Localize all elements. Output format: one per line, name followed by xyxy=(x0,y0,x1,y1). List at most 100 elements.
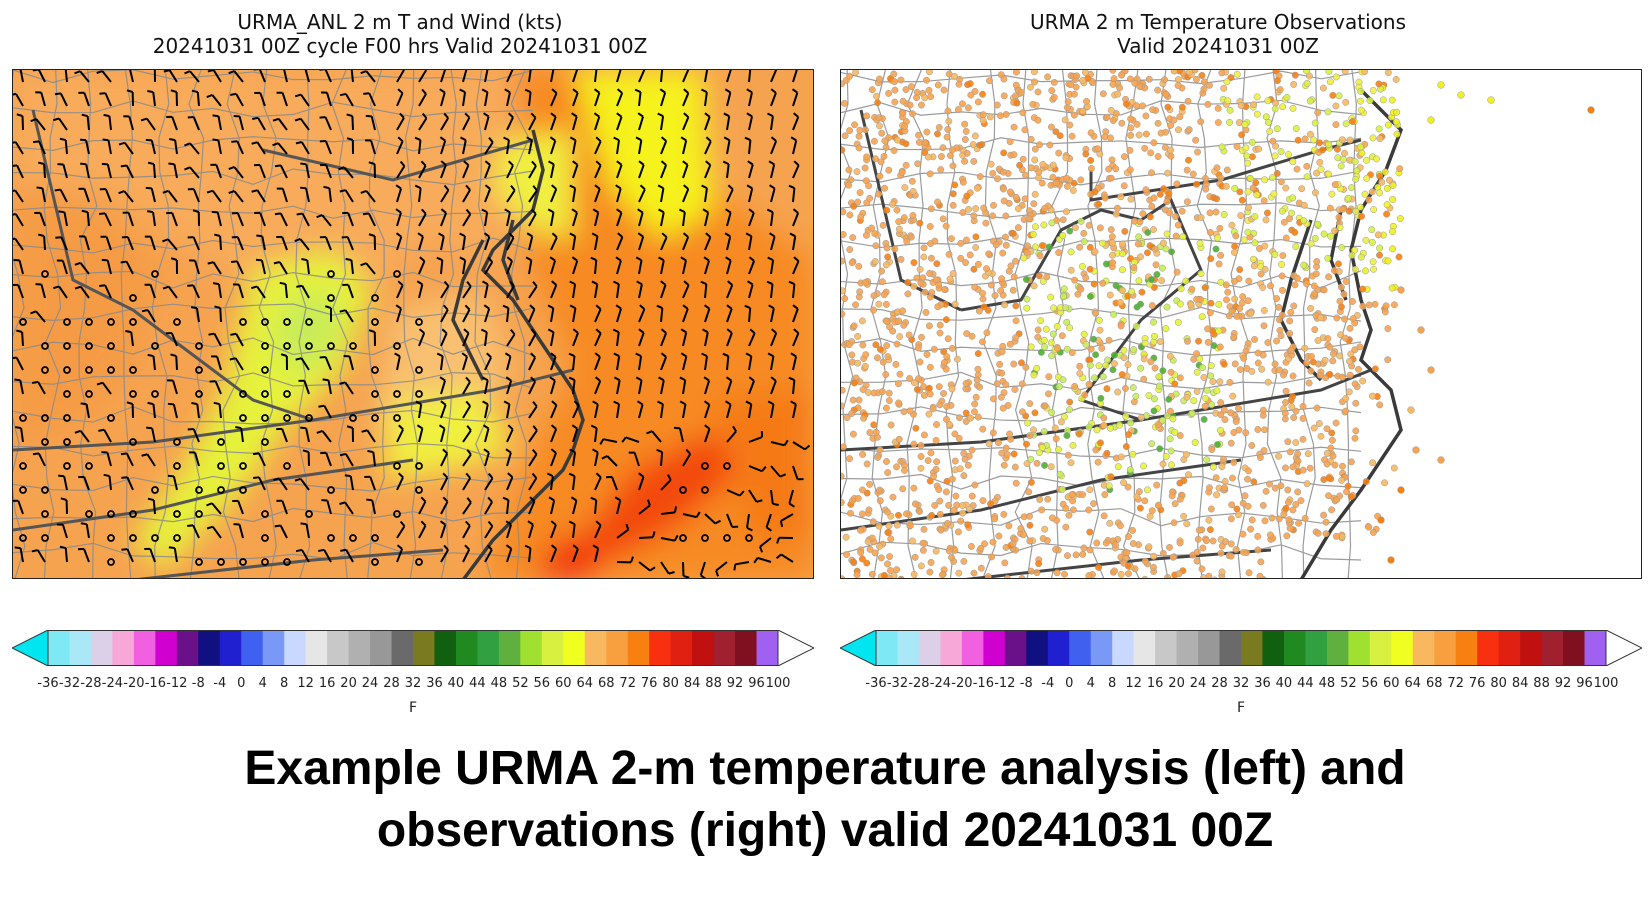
colorbar-swatch xyxy=(133,630,156,666)
state-boundaries xyxy=(13,109,574,578)
colorbar-tick-label: -32 xyxy=(58,676,81,691)
colorbar-tick-label: 56 xyxy=(1361,676,1379,691)
colorbar-tick-label: 16 xyxy=(1146,676,1164,691)
colorbar-tick-label: 96 xyxy=(1576,676,1593,691)
colorbar-tick-label: 60 xyxy=(555,676,572,691)
wind-barbs xyxy=(13,70,811,578)
colorbar-tick-label: -28 xyxy=(908,676,930,691)
colorbar-swatch xyxy=(1241,630,1263,666)
colorbar-tick-label: 28 xyxy=(383,676,400,691)
colorbar-tick-label: -36 xyxy=(37,676,59,691)
colorbar-tick-label: 88 xyxy=(705,676,722,691)
colorbar-tick-label: 72 xyxy=(1447,676,1464,691)
observations-colorbar xyxy=(838,629,1644,667)
colorbar-tick-label: 76 xyxy=(1468,676,1486,691)
colorbar-tick-label: 16 xyxy=(318,676,336,691)
colorbar-swatch xyxy=(961,630,984,666)
colorbar-tick-label: 80 xyxy=(1490,676,1507,691)
colorbar-tick-label: 80 xyxy=(662,676,679,691)
colorbar-swatch xyxy=(1283,630,1306,666)
colorbar-tick-label: 32 xyxy=(404,676,422,691)
colorbar-tick-label: 20 xyxy=(1168,676,1185,691)
colorbar-swatch xyxy=(1520,630,1543,666)
right-title-line2: Valid 20241031 00Z xyxy=(1117,34,1319,58)
colorbar-swatch xyxy=(940,630,963,666)
colorbar-swatch xyxy=(48,630,70,666)
colorbar-tick-label: 8 xyxy=(1108,676,1117,691)
left-title-line1: URMA_ANL 2 m T and Wind (kts) xyxy=(237,10,563,34)
colorbar-tick-label: 40 xyxy=(1275,676,1293,691)
colorbar-tick-label: 56 xyxy=(533,676,551,691)
colorbar-swatch xyxy=(1305,630,1328,666)
colorbar-tick-label: 32 xyxy=(1232,676,1250,691)
colorbar-swatch xyxy=(541,630,564,666)
colorbar-tick-label: 92 xyxy=(726,676,744,691)
colorbar-tick-label: 4 xyxy=(1086,676,1095,691)
colorbar-swatch xyxy=(241,630,264,666)
colorbar-tick-label: -36 xyxy=(865,676,887,691)
right-panel-title: URMA 2 m Temperature Observations Valid … xyxy=(838,10,1598,58)
colorbar-swatch xyxy=(284,630,307,666)
colorbar-tick-label: -24 xyxy=(101,676,124,691)
colorbar-swatch xyxy=(112,630,135,666)
colorbar-swatch xyxy=(69,630,92,666)
colorbar-tick-label: 24 xyxy=(361,676,379,691)
county-boundaries xyxy=(13,70,534,578)
colorbar-tick-label: 64 xyxy=(1404,676,1422,691)
colorbar-swatch xyxy=(735,630,758,666)
colorbar-swatch xyxy=(1219,630,1242,666)
colorbar-over-arrow xyxy=(1605,629,1644,667)
left-title-line2: 20241031 00Z cycle F00 hrs Valid 2024103… xyxy=(152,34,648,58)
colorbar-swatch xyxy=(1584,630,1607,666)
colorbar-tick-label: 64 xyxy=(576,676,594,691)
colorbar-swatch xyxy=(90,630,113,666)
colorbar-swatch xyxy=(1369,630,1392,666)
colorbar-tick-label: 44 xyxy=(1297,676,1314,691)
colorbar-swatch xyxy=(876,630,898,666)
colorbar-tick-label: 40 xyxy=(447,676,465,691)
colorbar-tick-label: 48 xyxy=(1318,676,1336,691)
colorbar-swatch xyxy=(627,630,650,666)
colorbar-tick-label: 36 xyxy=(426,676,443,691)
colorbar-swatch xyxy=(1047,630,1070,666)
colorbar-swatch xyxy=(1090,630,1113,666)
analysis-map-canvas xyxy=(13,70,813,578)
colorbar-tick-label: 92 xyxy=(1554,676,1572,691)
colorbar-tick-label: 52 xyxy=(1340,676,1357,691)
colorbar-swatch xyxy=(477,630,500,666)
colorbar-swatch xyxy=(1069,630,1092,666)
observations-map xyxy=(840,69,1642,579)
colorbar-swatch xyxy=(434,630,457,666)
colorbar-swatch xyxy=(219,630,242,666)
colorbar-tick-label: 100 xyxy=(765,676,791,691)
colorbar-swatch xyxy=(391,630,414,666)
colorbar-tick-label: 96 xyxy=(748,676,765,691)
colorbar-swatch xyxy=(756,630,779,666)
colorbar-under-arrow xyxy=(10,629,49,667)
colorbar-tick-label: -20 xyxy=(123,676,145,691)
colorbar-swatch xyxy=(606,630,629,666)
colorbar-swatch xyxy=(1563,630,1586,666)
colorbar-tick-label: -16 xyxy=(972,676,994,691)
colorbar-swatch xyxy=(918,630,941,666)
colorbar-swatch xyxy=(370,630,393,666)
colorbar-swatch xyxy=(1112,630,1135,666)
observations-map-canvas xyxy=(841,70,1641,578)
analysis-colorbar-swatches xyxy=(10,629,816,667)
colorbar-swatch xyxy=(1434,630,1457,666)
colorbar-swatch xyxy=(983,630,1006,666)
observations-colorbar-swatches xyxy=(838,629,1644,667)
colorbar-swatch xyxy=(498,630,521,666)
colorbar-swatch xyxy=(520,630,543,666)
observations-colorbar-unit: F xyxy=(1236,700,1246,716)
colorbar-swatch xyxy=(1026,630,1049,666)
colorbar-tick-label: 84 xyxy=(683,676,701,691)
colorbar-tick-label: 36 xyxy=(1254,676,1271,691)
colorbar-swatch xyxy=(1176,630,1199,666)
colorbar-swatch xyxy=(649,630,672,666)
colorbar-swatch xyxy=(262,630,285,666)
colorbar-swatch xyxy=(1262,630,1285,666)
colorbar-swatch xyxy=(1477,630,1500,666)
colorbar-swatch xyxy=(670,630,693,666)
colorbar-swatch xyxy=(1498,630,1521,666)
